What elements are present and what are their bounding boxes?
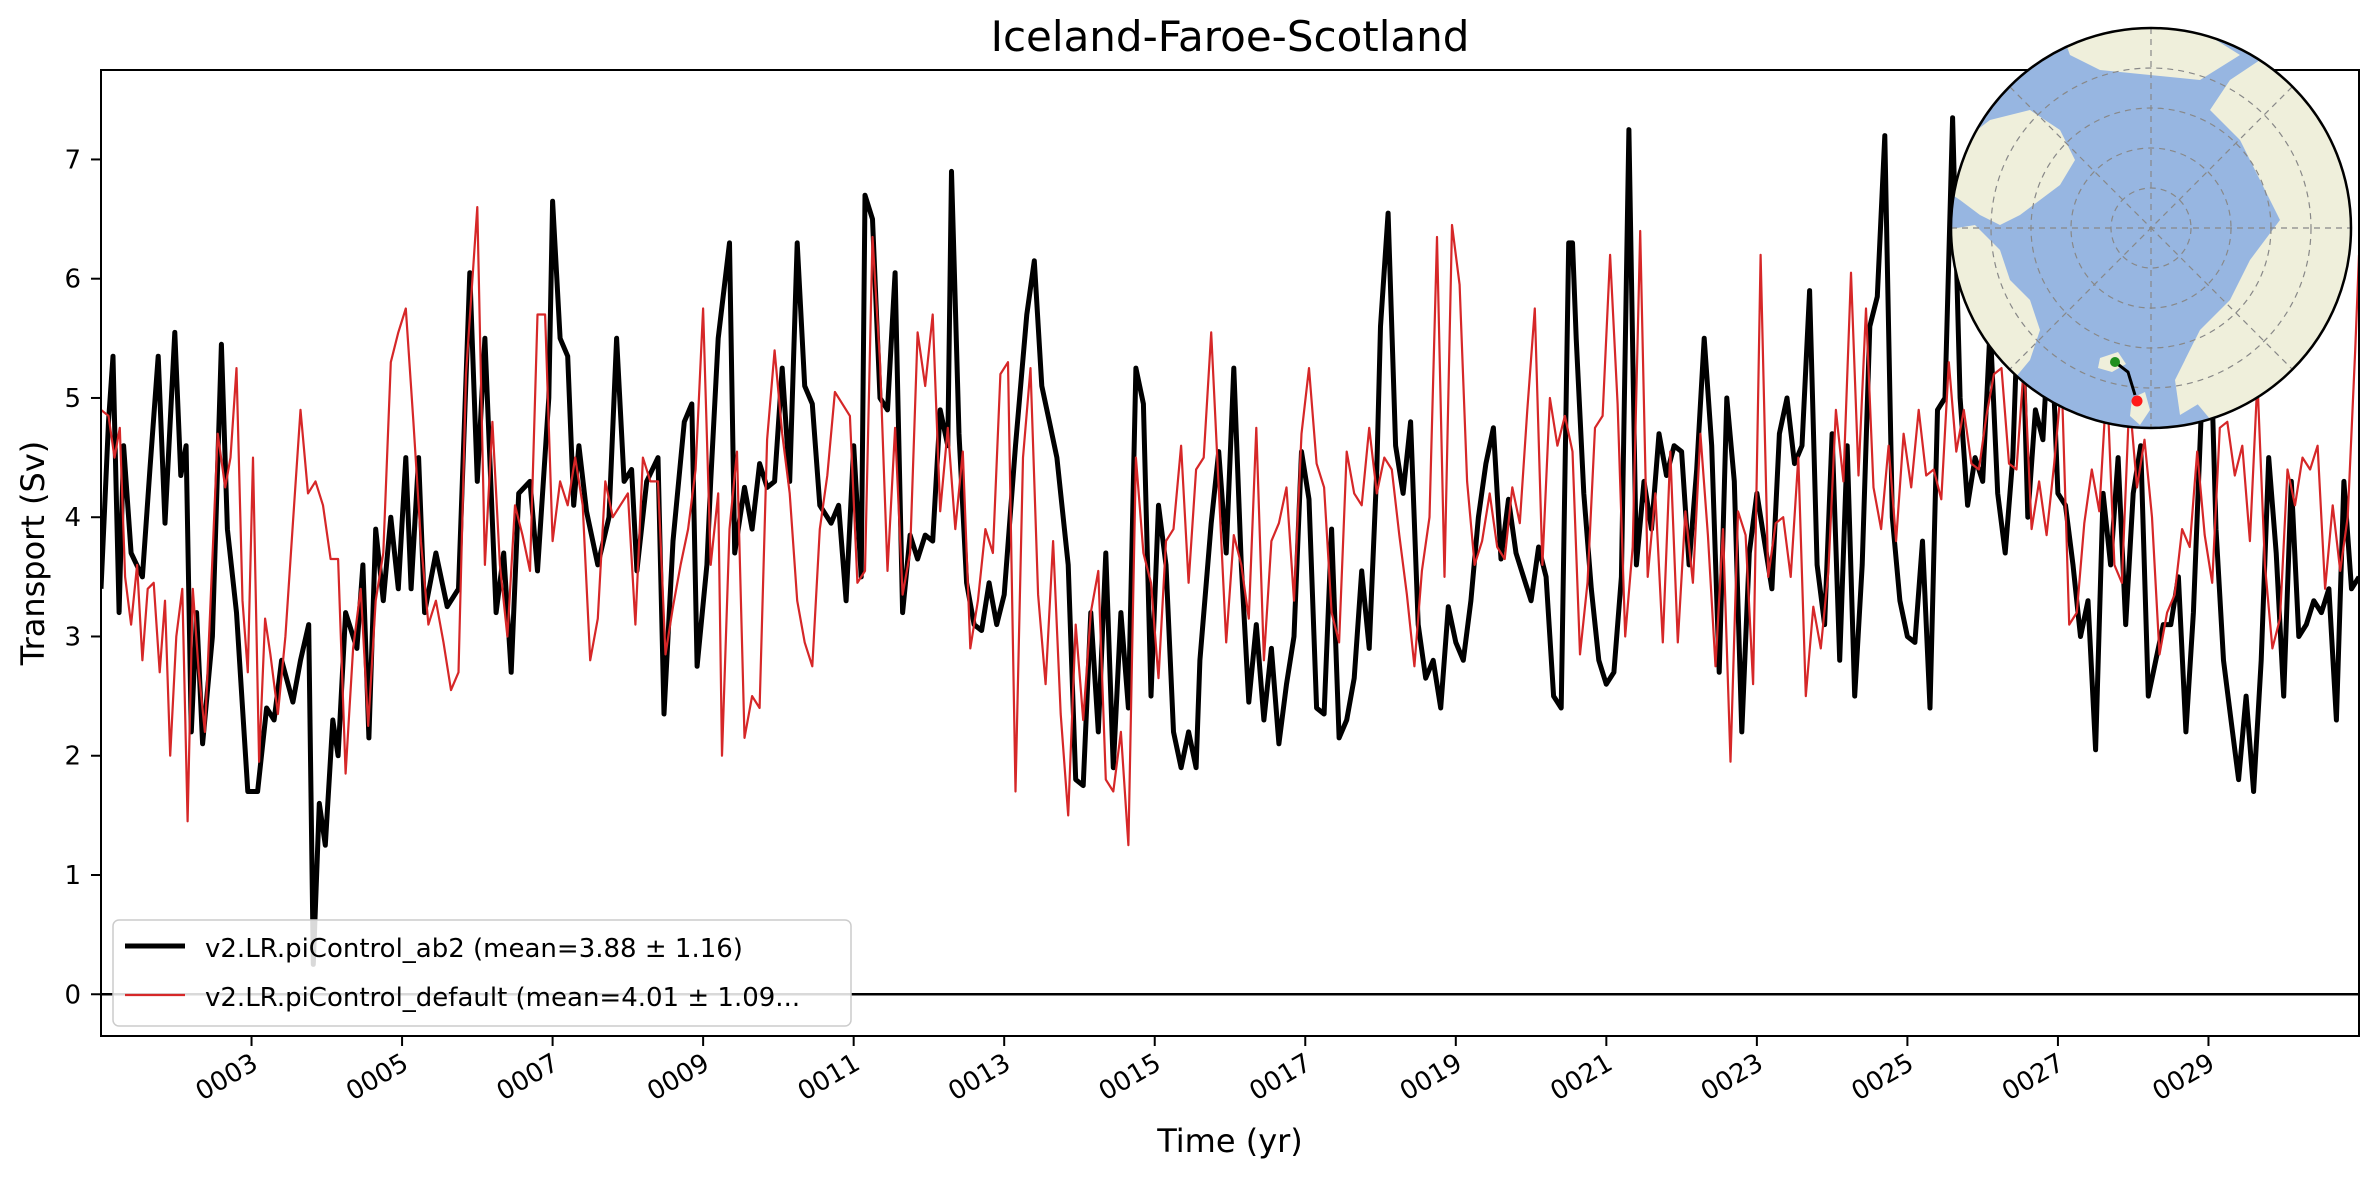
x-tick-label: 0025 bbox=[1847, 1048, 1919, 1107]
x-tick-label: 0003 bbox=[191, 1048, 263, 1107]
x-tick-label: 0029 bbox=[2148, 1048, 2220, 1107]
x-tick-label: 0017 bbox=[1244, 1048, 1316, 1107]
y-tick-label: 0 bbox=[64, 980, 81, 1010]
y-tick-label: 3 bbox=[64, 622, 81, 652]
x-tick-label: 0005 bbox=[341, 1048, 413, 1107]
x-tick-label: 0007 bbox=[492, 1048, 564, 1107]
globe-border bbox=[1949, 26, 2353, 430]
eurasia-land bbox=[2185, 60, 2351, 425]
section-end-marker bbox=[2131, 395, 2143, 407]
series-default-line bbox=[101, 206, 2359, 847]
y-tick-label: 4 bbox=[64, 503, 81, 533]
legend: v2.LR.piControl_ab2 (mean=3.88 ± 1.16) v… bbox=[112, 919, 852, 1027]
asia-north-land bbox=[2060, 28, 2240, 80]
x-tick-label: 0013 bbox=[943, 1048, 1015, 1107]
x-tick-label: 0021 bbox=[1546, 1048, 1618, 1107]
landmasses bbox=[1951, 28, 2351, 425]
y-axis-label: Transport (Sv) bbox=[14, 441, 52, 667]
legend-label-default: v2.LR.piControl_default (mean=4.01 ± 1.0… bbox=[205, 983, 800, 1013]
y-tick-label: 1 bbox=[64, 861, 81, 891]
chart-title: Iceland-Faroe-Scotland bbox=[991, 12, 1470, 61]
graticule bbox=[1951, 28, 2351, 428]
north-america-land bbox=[1951, 110, 2075, 225]
x-tick-label: 0023 bbox=[1696, 1048, 1768, 1107]
x-tick-label: 0009 bbox=[642, 1048, 714, 1107]
x-tick-label: 0011 bbox=[793, 1048, 865, 1107]
legend-box bbox=[112, 919, 852, 1027]
legend-label-ab2: v2.LR.piControl_ab2 (mean=3.88 ± 1.16) bbox=[205, 934, 743, 964]
y-tick-label: 6 bbox=[64, 265, 81, 295]
scandinavia-land bbox=[2175, 330, 2225, 415]
section-start-marker bbox=[2110, 357, 2120, 367]
y-tick-label: 5 bbox=[64, 384, 81, 414]
x-tick-label: 0019 bbox=[1395, 1048, 1467, 1107]
section-path bbox=[2114, 360, 2137, 396]
x-axis-label: Time (yr) bbox=[1156, 1122, 1303, 1160]
plot-frame bbox=[100, 69, 2360, 1037]
x-tick-label: 0015 bbox=[1094, 1048, 1166, 1107]
x-tick-label: 0027 bbox=[1997, 1048, 2069, 1107]
arctic-inset-map bbox=[1949, 26, 2353, 430]
y-tick-label: 2 bbox=[64, 742, 81, 772]
y-tick-label: 7 bbox=[64, 145, 81, 175]
